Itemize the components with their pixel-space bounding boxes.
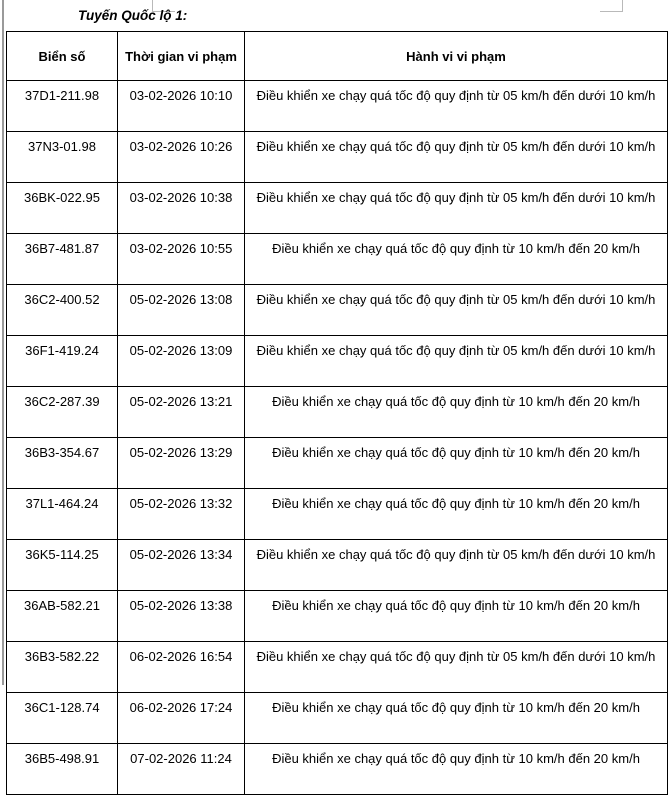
table-row: 37N3-01.98 03-02-2026 10:26 Điều khiển xe …	[6, 131, 668, 183]
cell-violation-time: 05-02-2026 13:21	[117, 386, 245, 438]
table-row: 36K5-114.25 05-02-2026 13:34 Điều khiển xe…	[6, 539, 668, 591]
violations-table-container: Biển số Thời gian vi phạm Hành vi vi phạ…	[6, 31, 668, 795]
cell-violation-time: 07-02-2026 11:24	[117, 743, 245, 795]
cell-violation-behavior: Điều khiển xe chạy quá tốc độ quy định t…	[244, 386, 668, 438]
table-row: 36C2-287.39 05-02-2026 13:21 Điều khiển xe…	[6, 386, 668, 438]
cell-violation-behavior: Điều khiển xe chạy quá tốc độ quy định t…	[244, 743, 668, 795]
table-row: 36AB-582.21 05-02-2026 13:38 Điều khiển xe…	[6, 590, 668, 642]
table-row: 36B3-354.67 05-02-2026 13:29 Điều khiển xe…	[6, 437, 668, 489]
cell-plate: 36F1-419.24	[6, 335, 118, 387]
cell-violation-time: 05-02-2026 13:34	[117, 539, 245, 591]
margin-change-bar	[2, 0, 4, 685]
table-row: 36B7-481.87 03-02-2026 10:55 Điều khiển xe…	[6, 233, 668, 285]
cell-violation-behavior: Điều khiển xe chạy quá tốc độ quy định t…	[244, 488, 668, 540]
cell-plate: 36C1-128.74	[6, 692, 118, 744]
cell-plate: 37N3-01.98	[6, 131, 118, 183]
cell-violation-time: 03-02-2026 10:10	[117, 80, 245, 132]
table-row: 36F1-419.24 05-02-2026 13:09 Điều khiển xe…	[6, 335, 668, 387]
cell-violation-time: 03-02-2026 10:26	[117, 131, 245, 183]
cell-plate: 36BK-022.95	[6, 182, 118, 234]
column-header-plate: Biển số	[6, 31, 118, 81]
column-header-violation-behavior: Hành vi vi phạm	[244, 31, 668, 81]
page-margin-mark-right	[600, 0, 623, 12]
cell-plate: 36K5-114.25	[6, 539, 118, 591]
cell-violation-behavior: Điều khiển xe chạy quá tốc độ quy định t…	[244, 182, 668, 234]
table-row: 37D1-211.98 03-02-2026 10:10 Điều khiển xe…	[6, 80, 668, 132]
table-header-row: Biển số Thời gian vi phạm Hành vi vi phạ…	[6, 31, 668, 81]
cell-violation-time: 06-02-2026 17:24	[117, 692, 245, 744]
page-margin-mark-left	[152, 0, 175, 12]
cell-plate: 36C2-287.39	[6, 386, 118, 438]
cell-violation-behavior: Điều khiển xe chạy quá tốc độ quy định t…	[244, 284, 668, 336]
cell-plate: 37D1-211.98	[6, 80, 118, 132]
cell-plate: 36B3-582.22	[6, 641, 118, 693]
table-row: 36BK-022.95 03-02-2026 10:38 Điều khiển xe…	[6, 182, 668, 234]
cell-violation-behavior: Điều khiển xe chạy quá tốc độ quy định t…	[244, 539, 668, 591]
cell-violation-behavior: Điều khiển xe chạy quá tốc độ quy định t…	[244, 233, 668, 285]
column-header-violation-time: Thời gian vi phạm	[117, 31, 245, 81]
table-row: 36C1-128.74 06-02-2026 17:24 Điều khiển xe…	[6, 692, 668, 744]
cell-plate: 36AB-582.21	[6, 590, 118, 642]
cell-violation-time: 05-02-2026 13:29	[117, 437, 245, 489]
cell-violation-time: 05-02-2026 13:32	[117, 488, 245, 540]
table-header: Biển số Thời gian vi phạm Hành vi vi phạ…	[6, 31, 668, 81]
section-caption: Tuyến Quốc lộ 1:	[78, 8, 188, 23]
cell-plate: 36B5-498.91	[6, 743, 118, 795]
cell-violation-behavior: Điều khiển xe chạy quá tốc độ quy định t…	[244, 590, 668, 642]
cell-plate: 36C2-400.52	[6, 284, 118, 336]
cell-violation-time: 05-02-2026 13:08	[117, 284, 245, 336]
cell-violation-behavior: Điều khiển xe chạy quá tốc độ quy định t…	[244, 437, 668, 489]
table-body: 37D1-211.98 03-02-2026 10:10 Điều khiển xe…	[6, 80, 668, 795]
cell-violation-time: 03-02-2026 10:55	[117, 233, 245, 285]
table-row: 36C2-400.52 05-02-2026 13:08 Điều khiển xe…	[6, 284, 668, 336]
violations-table: Biển số Thời gian vi phạm Hành vi vi phạ…	[6, 31, 668, 795]
cell-violation-time: 03-02-2026 10:38	[117, 182, 245, 234]
cell-violation-time: 05-02-2026 13:38	[117, 590, 245, 642]
cell-violation-time: 05-02-2026 13:09	[117, 335, 245, 387]
cell-violation-behavior: Điều khiển xe chạy quá tốc độ quy định t…	[244, 80, 668, 132]
cell-plate: 36B7-481.87	[6, 233, 118, 285]
cell-plate: 37L1-464.24	[6, 488, 118, 540]
cell-violation-time: 06-02-2026 16:54	[117, 641, 245, 693]
cell-violation-behavior: Điều khiển xe chạy quá tốc độ quy định t…	[244, 692, 668, 744]
table-row: 36B5-498.91 07-02-2026 11:24 Điều khiển xe…	[6, 743, 668, 795]
cell-plate: 36B3-354.67	[6, 437, 118, 489]
cell-violation-behavior: Điều khiển xe chạy quá tốc độ quy định t…	[244, 131, 668, 183]
cell-violation-behavior: Điều khiển xe chạy quá tốc độ quy định t…	[244, 335, 668, 387]
table-row: 37L1-464.24 05-02-2026 13:32 Điều khiển xe…	[6, 488, 668, 540]
